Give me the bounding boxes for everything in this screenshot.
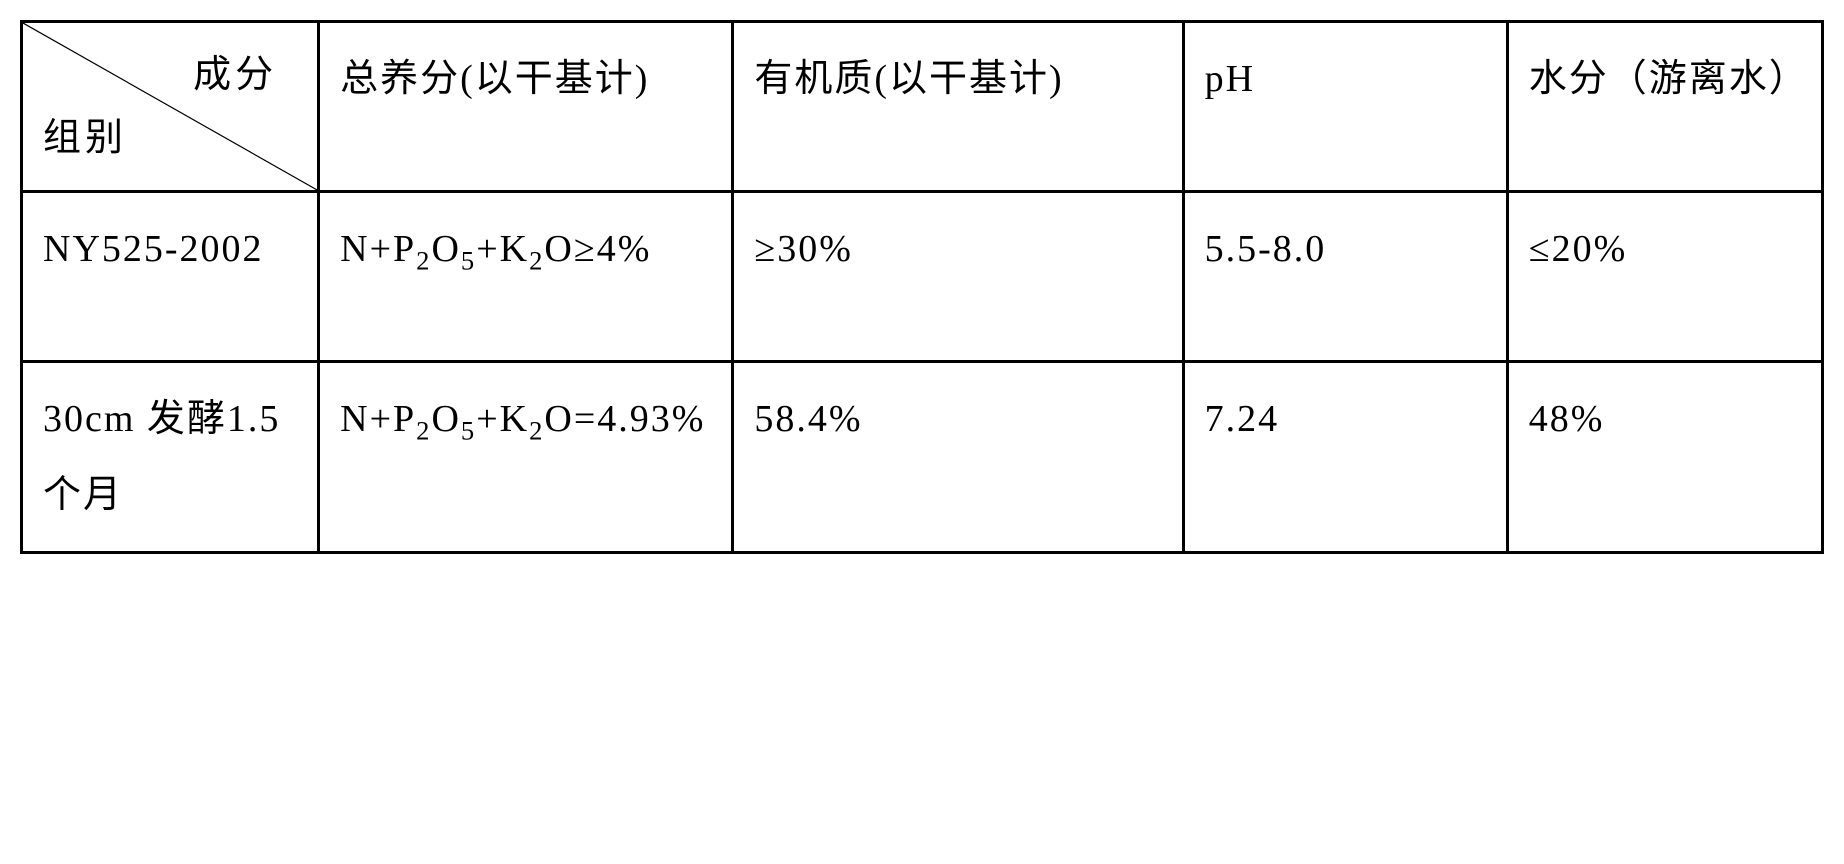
formula-text: N+P: [340, 398, 416, 440]
formula-text: +K: [476, 398, 529, 440]
cell-moisture: 48%: [1507, 362, 1822, 553]
table-row: NY525-2002 N+P2O5+K2O≥4% ≥30% 5.5-8.0 ≤2…: [22, 192, 1823, 362]
formula-text: O: [431, 228, 460, 270]
subscript: 5: [461, 246, 476, 276]
header-col3: 有机质(以干基计): [733, 22, 1183, 192]
cell-moisture: ≤20%: [1507, 192, 1822, 362]
header-col4: pH: [1183, 22, 1507, 192]
data-table: 成分 组别 总养分(以干基计) 有机质(以干基计) pH 水分（游离水） NY5…: [20, 20, 1824, 554]
formula-text: O: [431, 398, 460, 440]
formula-text: O≥4%: [544, 228, 651, 270]
subscript: 5: [461, 416, 476, 446]
cell-nutrient: N+P2O5+K2O≥4%: [319, 192, 733, 362]
header-col2: 总养分(以干基计): [319, 22, 733, 192]
cell-nutrient: N+P2O5+K2O=4.93%: [319, 362, 733, 553]
cell-group: 30cm 发酵1.5 个月: [22, 362, 319, 553]
table-row: 30cm 发酵1.5 个月 N+P2O5+K2O=4.93% 58.4% 7.2…: [22, 362, 1823, 553]
subscript: 2: [416, 416, 431, 446]
cell-group: NY525-2002: [22, 192, 319, 362]
subscript: 2: [416, 246, 431, 276]
diagonal-header-cell: 成分 组别: [22, 22, 319, 192]
header-top-label: 成分: [193, 37, 277, 113]
header-col5: 水分（游离水）: [1507, 22, 1822, 192]
table-container: 成分 组别 总养分(以干基计) 有机质(以干基计) pH 水分（游离水） NY5…: [20, 20, 1824, 554]
cell-ph: 5.5-8.0: [1183, 192, 1507, 362]
formula-text: O=4.93%: [544, 398, 705, 440]
formula-text: N+P: [340, 228, 416, 270]
cell-organic: ≥30%: [733, 192, 1183, 362]
cell-organic: 58.4%: [733, 362, 1183, 553]
header-row: 成分 组别 总养分(以干基计) 有机质(以干基计) pH 水分（游离水）: [22, 22, 1823, 192]
subscript: 2: [529, 246, 544, 276]
header-bottom-label: 组别: [43, 100, 127, 176]
cell-ph: 7.24: [1183, 362, 1507, 553]
formula-text: +K: [476, 228, 529, 270]
subscript: 2: [529, 416, 544, 446]
